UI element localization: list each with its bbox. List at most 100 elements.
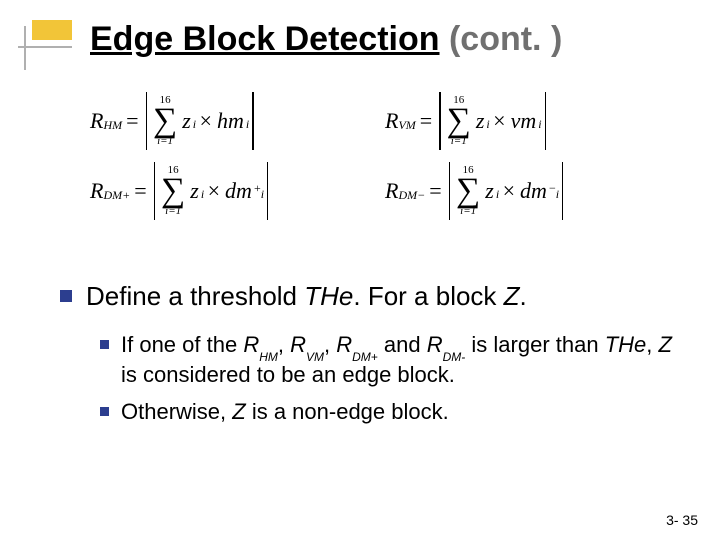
sub-bullets: If one of the RHM, RVM, RDM+ and RDM- is…	[100, 331, 680, 436]
abs-bar	[562, 162, 563, 220]
f-R: R	[385, 178, 398, 204]
op: ×	[501, 178, 516, 204]
equals: =	[126, 108, 138, 134]
f-R: R	[385, 108, 398, 134]
THe: THe	[304, 281, 353, 311]
bullet-level1: Define a threshold THe. For a block Z.	[60, 280, 680, 313]
bullet-icon	[100, 340, 109, 349]
txt: Define a threshold	[86, 281, 304, 311]
t1sub: i	[496, 187, 499, 202]
formula-row: RHM = 16 ∑ i=1 zi × hmi	[90, 90, 680, 152]
THe: THe	[605, 332, 647, 357]
abs-bar	[146, 92, 147, 150]
Rsub: HM	[259, 350, 278, 364]
formula-block: RHM = 16 ∑ i=1 zi × hmi	[90, 90, 680, 230]
R: R	[427, 332, 443, 357]
txt: ,	[646, 332, 658, 357]
txt: is considered to be an edge block.	[121, 362, 455, 387]
op: ×	[492, 108, 507, 134]
deco-h-line	[18, 46, 72, 48]
txt: ,	[278, 332, 290, 357]
txt: If one of the	[121, 332, 243, 357]
title-cont: (cont. )	[449, 20, 562, 58]
Z: Z	[659, 332, 672, 357]
page-number: 3- 35	[666, 512, 698, 528]
t1: z	[476, 108, 485, 134]
t2sub: i	[246, 117, 249, 132]
t2: dm	[225, 178, 252, 204]
R: R	[336, 332, 352, 357]
sigma: 16 ∑ i=1	[447, 95, 471, 148]
slide: Edge Block Detection (cont. ) RHM = 16 ∑…	[0, 0, 720, 540]
abs-bar	[439, 92, 440, 150]
sub-text: If one of the RHM, RVM, RDM+ and RDM- is…	[121, 331, 680, 389]
t2: vm	[511, 108, 537, 134]
Rsub: VM	[306, 350, 324, 364]
deco-v-line	[24, 26, 26, 70]
op: ×	[198, 108, 213, 134]
formula-RVM: RVM = 16 ∑ i=1 zi × vmi	[385, 90, 680, 152]
Z: Z	[232, 399, 245, 424]
abs-bar	[252, 92, 253, 150]
sub-text: Otherwise, Z is a non-edge block.	[121, 398, 449, 426]
f-Rsub: HM	[103, 118, 122, 133]
txt: is larger than	[465, 332, 604, 357]
formula-RDMp: RDM+ = 16 ∑ i=1 zi × dm+i	[90, 160, 385, 222]
t2: hm	[217, 108, 244, 134]
Z: Z	[504, 281, 520, 311]
equals: =	[134, 178, 146, 204]
sigma: 16 ∑ i=1	[456, 165, 480, 218]
title-main: Edge Block Detection	[90, 20, 440, 58]
sigma: 16 ∑ i=1	[153, 95, 177, 148]
abs-bar	[154, 162, 155, 220]
sigma: 16 ∑ i=1	[161, 165, 185, 218]
t1: z	[190, 178, 199, 204]
formula-RDMm: RDM− = 16 ∑ i=1 zi × dm−i	[385, 160, 680, 222]
txt: . For a block	[353, 281, 503, 311]
f-R: R	[90, 178, 103, 204]
corner-decoration	[18, 20, 72, 70]
R: R	[290, 332, 306, 357]
formula-row: RDM+ = 16 ∑ i=1 zi × dm+i	[90, 160, 680, 222]
abs-bar	[267, 162, 268, 220]
f-Rsub: VM	[398, 118, 415, 133]
Rsub: DM-	[443, 350, 466, 364]
t2sub: i	[556, 187, 559, 202]
sum-lower: i=1	[165, 206, 181, 217]
txt: .	[520, 281, 527, 311]
equals: =	[420, 108, 432, 134]
f-R: R	[90, 108, 103, 134]
txt: Otherwise,	[121, 399, 232, 424]
bullet-text: Define a threshold THe. For a block Z.	[86, 280, 527, 313]
body-text: Define a threshold THe. For a block Z. I…	[60, 280, 680, 436]
t1sub: i	[193, 117, 196, 132]
bullet-icon	[100, 407, 109, 416]
t2sup: −	[549, 181, 556, 196]
txt: is a non-edge block.	[246, 399, 449, 424]
bullet-icon	[60, 290, 72, 302]
sum-lower: i=1	[451, 136, 467, 147]
sum-lower: i=1	[157, 136, 173, 147]
sub-bullet-1: If one of the RHM, RVM, RDM+ and RDM- is…	[100, 331, 680, 389]
op: ×	[206, 178, 221, 204]
R: R	[243, 332, 259, 357]
t2sup: +	[254, 181, 261, 196]
equals: =	[429, 178, 441, 204]
Rsub: DM+	[352, 350, 378, 364]
t2sub: i	[538, 117, 541, 132]
abs-bar	[545, 92, 546, 150]
sub-bullet-2: Otherwise, Z is a non-edge block.	[100, 398, 680, 426]
t1: z	[485, 178, 494, 204]
t1: z	[182, 108, 191, 134]
t2sub: i	[261, 187, 264, 202]
slide-title: Edge Block Detection (cont. )	[90, 20, 700, 59]
f-Rsub: DM+	[103, 188, 130, 203]
t2: dm	[520, 178, 547, 204]
t1sub: i	[201, 187, 204, 202]
sum-lower: i=1	[460, 206, 476, 217]
formula-RHM: RHM = 16 ∑ i=1 zi × hmi	[90, 90, 385, 152]
txt: and	[378, 332, 427, 357]
t1sub: i	[486, 117, 489, 132]
txt: ,	[324, 332, 336, 357]
abs-bar	[449, 162, 450, 220]
